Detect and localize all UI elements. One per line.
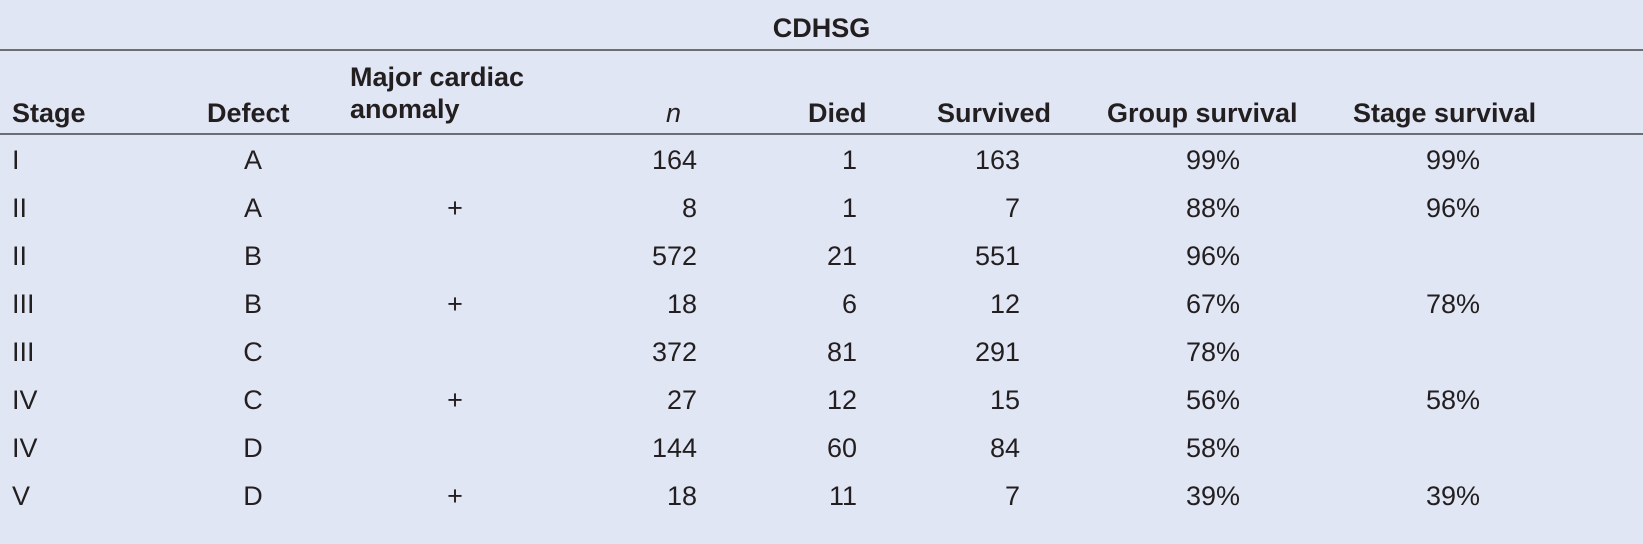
table-cell: 96% <box>1185 241 1240 271</box>
table-cell: 27 <box>666 385 697 415</box>
table-cell: C <box>243 385 263 415</box>
title-rule <box>0 49 1643 51</box>
table-cell: 372 <box>651 337 697 367</box>
table-cell: 7 <box>1004 193 1020 223</box>
table-cell: IV <box>12 433 38 463</box>
table-cell: + <box>447 481 463 511</box>
table-cell: + <box>447 289 463 319</box>
table-cell: 58% <box>1425 385 1480 415</box>
table-cell: 6 <box>841 289 857 319</box>
table-cell: 15 <box>989 385 1020 415</box>
column-header: Major cardiac anomaly <box>350 62 525 124</box>
table-cell: 291 <box>974 337 1020 367</box>
table-cell: V <box>12 481 31 511</box>
table-cell: 99% <box>1425 145 1480 175</box>
table-cell: II <box>12 241 28 271</box>
table-cell: 7 <box>1004 481 1020 511</box>
table-cell: D <box>243 481 263 511</box>
table-cell: B <box>243 289 262 319</box>
column-header: Stage <box>12 98 86 128</box>
table-cell: 56% <box>1185 385 1240 415</box>
table-cell: 12 <box>989 289 1020 319</box>
table-cell: 21 <box>826 241 857 271</box>
table-cell: 60 <box>826 433 857 463</box>
table-cell: 39% <box>1425 481 1480 511</box>
table-cell: 164 <box>651 145 697 175</box>
header-rule <box>0 133 1643 135</box>
table-cell: 58% <box>1185 433 1240 463</box>
table-cell: 1 <box>841 193 857 223</box>
table-cell: 78% <box>1425 289 1480 319</box>
table-cell: 39% <box>1185 481 1240 511</box>
table-cell: 84 <box>989 433 1020 463</box>
table-cell: 96% <box>1425 193 1480 223</box>
table-cell: III <box>12 337 35 367</box>
table-title: CDHSG <box>772 13 871 43</box>
column-header: Group survival <box>1107 98 1298 128</box>
table-cell: 18 <box>666 289 697 319</box>
column-header: Died <box>808 98 867 128</box>
table-cell: 78% <box>1185 337 1240 367</box>
table-cell: 88% <box>1185 193 1240 223</box>
table-cell: II <box>12 193 28 223</box>
table-cell: B <box>243 241 262 271</box>
column-header: Survived <box>937 98 1052 128</box>
table-cell: I <box>12 145 20 175</box>
table-cell: 81 <box>826 337 857 367</box>
table-cell: 1 <box>841 145 857 175</box>
table-cell: 67% <box>1185 289 1240 319</box>
column-header: Defect <box>207 98 290 128</box>
table-cell: 144 <box>651 433 697 463</box>
table-cell: III <box>12 289 35 319</box>
table-cell: D <box>243 433 263 463</box>
table-cell: + <box>447 385 463 415</box>
table-cell: 99% <box>1185 145 1240 175</box>
table-cell: 163 <box>974 145 1020 175</box>
table-cell: A <box>243 145 262 175</box>
table-cell: IV <box>12 385 38 415</box>
table-cell: 8 <box>681 193 697 223</box>
table-cell: 11 <box>828 481 857 511</box>
table-cell: + <box>447 193 463 223</box>
table-cell: 12 <box>826 385 857 415</box>
table-cell: 572 <box>651 241 697 271</box>
column-header: n <box>666 98 682 128</box>
table-cell: C <box>243 337 263 367</box>
column-header: Stage survival <box>1353 98 1537 128</box>
table-cell: 18 <box>666 481 697 511</box>
table-cell: 551 <box>974 241 1020 271</box>
table-cell: A <box>243 193 262 223</box>
